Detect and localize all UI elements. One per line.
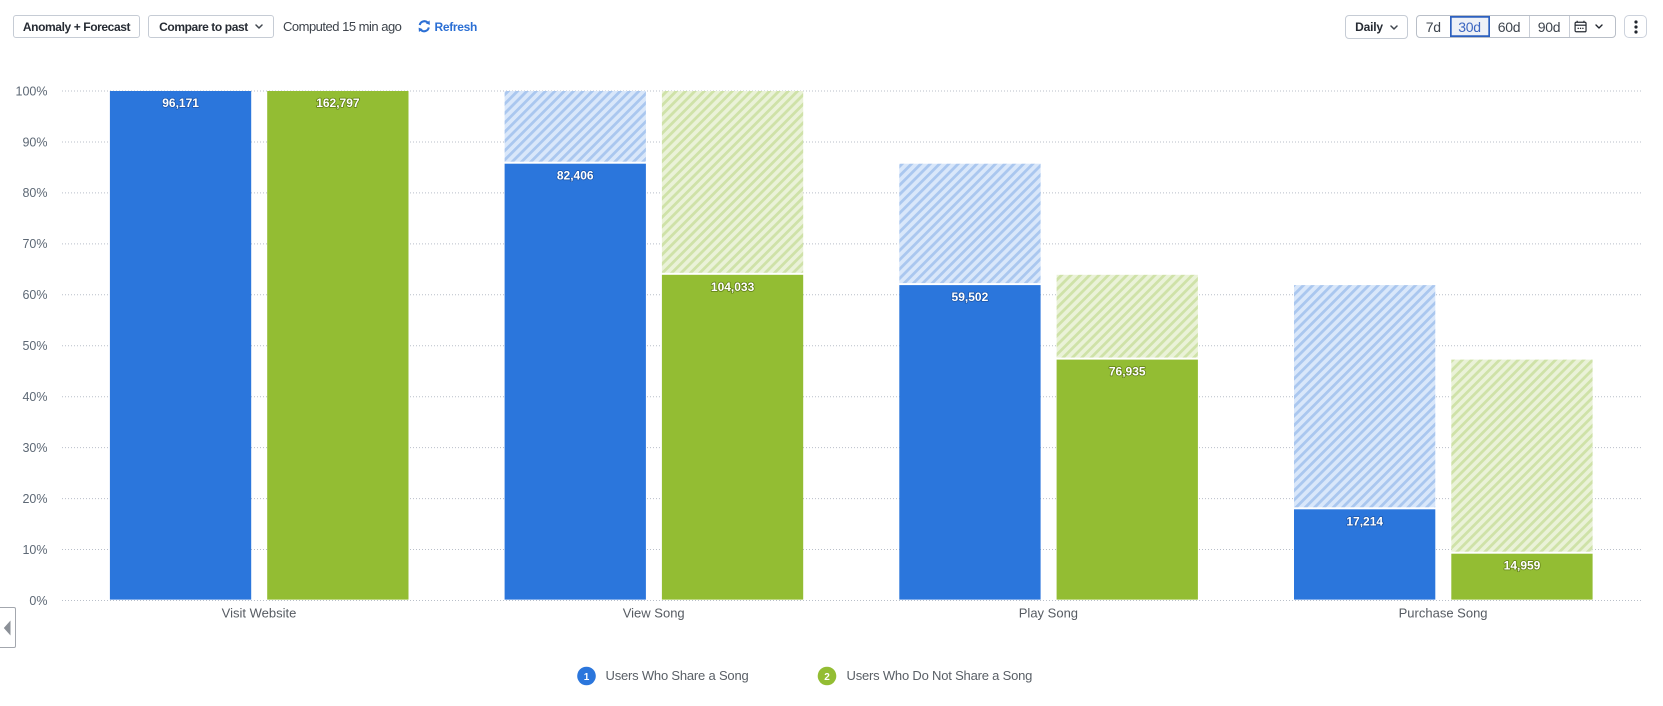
svg-text:60%: 60% [22,288,47,302]
svg-text:20%: 20% [22,492,47,506]
svg-text:Play Song: Play Song [1019,606,1078,621]
svg-text:10%: 10% [22,543,47,557]
svg-text:View Song: View Song [623,606,685,621]
svg-text:2: 2 [824,672,830,683]
svg-text:82,406: 82,406 [557,169,594,183]
svg-text:76,935: 76,935 [1109,365,1146,379]
svg-text:96,171: 96,171 [162,96,199,110]
svg-text:50%: 50% [22,339,47,353]
svg-text:14,959: 14,959 [1504,559,1541,573]
svg-text:70%: 70% [22,237,47,251]
svg-text:Users Who Share a Song: Users Who Share a Song [606,668,749,683]
svg-text:104,033: 104,033 [711,280,755,294]
svg-text:59,502: 59,502 [952,290,989,304]
svg-text:30%: 30% [22,441,47,455]
svg-text:Visit Website: Visit Website [222,606,297,621]
svg-text:Users Who Do Not Share a Song: Users Who Do Not Share a Song [847,668,1033,683]
svg-text:Purchase Song: Purchase Song [1399,606,1488,621]
svg-text:0%: 0% [29,594,47,608]
svg-text:162,797: 162,797 [316,96,360,110]
svg-text:100%: 100% [16,84,48,98]
svg-text:80%: 80% [22,186,47,200]
svg-text:1: 1 [584,672,590,683]
svg-text:40%: 40% [22,390,47,404]
svg-text:17,214: 17,214 [1346,514,1383,528]
svg-text:90%: 90% [22,135,47,149]
